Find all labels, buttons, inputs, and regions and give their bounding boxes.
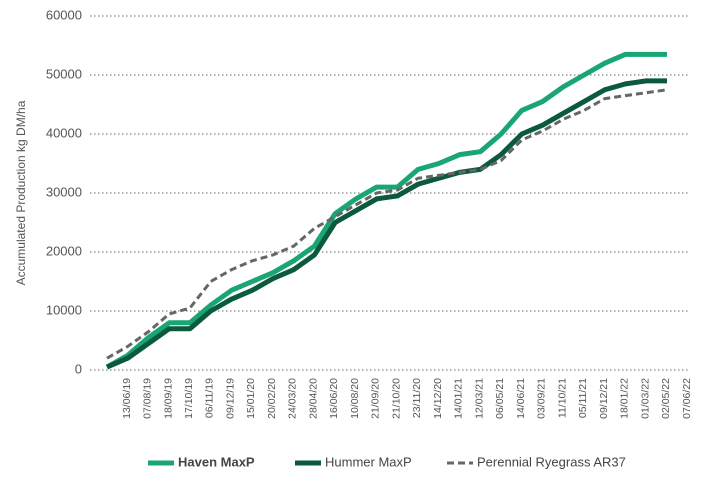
x-tick-label: 16/06/20 (328, 378, 340, 419)
legend-label: Hummer MaxP (325, 454, 412, 469)
x-tick-label: 21/09/20 (370, 378, 382, 419)
y-tick-label: 30000 (46, 184, 82, 199)
x-tick-label: 09/12/19 (224, 378, 236, 419)
y-tick-label: 50000 (46, 66, 82, 81)
x-tick-label: 02/05/22 (660, 378, 672, 419)
y-tick-label: 60000 (46, 7, 82, 22)
x-tick-label: 18/01/22 (619, 378, 631, 419)
x-tick-label: 18/09/19 (162, 378, 174, 419)
y-tick-label: 10000 (46, 302, 82, 317)
x-tick-label: 06/05/21 (494, 378, 506, 419)
x-tick-label: 03/09/21 (536, 378, 548, 419)
legend-label: Perennial Ryegrass AR37 (477, 454, 626, 469)
x-tick-label: 09/12/21 (598, 378, 610, 419)
x-tick-label: 28/04/20 (307, 378, 319, 419)
x-tick-label: 07/08/19 (142, 378, 154, 419)
x-tick-label: 14/06/21 (515, 378, 527, 419)
x-tick-label: 13/06/19 (121, 378, 133, 419)
x-tick-label: 12/03/21 (473, 378, 485, 419)
x-tick-label: 07/06/22 (681, 378, 693, 419)
series-line (105, 51, 667, 370)
x-tick-label: 15/01/20 (245, 378, 257, 419)
legend-label: Haven MaxP (178, 454, 255, 469)
series-line (106, 88, 668, 360)
x-tick-label: 01/03/22 (639, 378, 651, 419)
series-line (106, 78, 667, 370)
x-tick-label: 14/01/21 (453, 378, 465, 419)
x-tick-label: 21/10/20 (390, 378, 402, 419)
x-tick-label: 06/11/19 (204, 378, 216, 418)
x-tick-label: 23/11/20 (411, 378, 423, 418)
x-tick-label: 20/02/20 (266, 378, 278, 419)
x-tick-label: 10/08/20 (349, 378, 361, 419)
x-tick-label: 11/10/21 (556, 378, 568, 418)
y-tick-label: 20000 (46, 243, 82, 258)
x-tick-label: 14/12/20 (432, 378, 444, 419)
x-tick-label: 24/03/20 (287, 378, 299, 419)
y-axis-label: Accumulated Production kg DM/ha (14, 100, 28, 285)
y-tick-label: 40000 (46, 125, 82, 140)
y-tick-label: 0 (75, 361, 82, 376)
x-tick-label: 17/10/19 (183, 378, 195, 419)
x-tick-label: 05/11/21 (577, 378, 589, 418)
